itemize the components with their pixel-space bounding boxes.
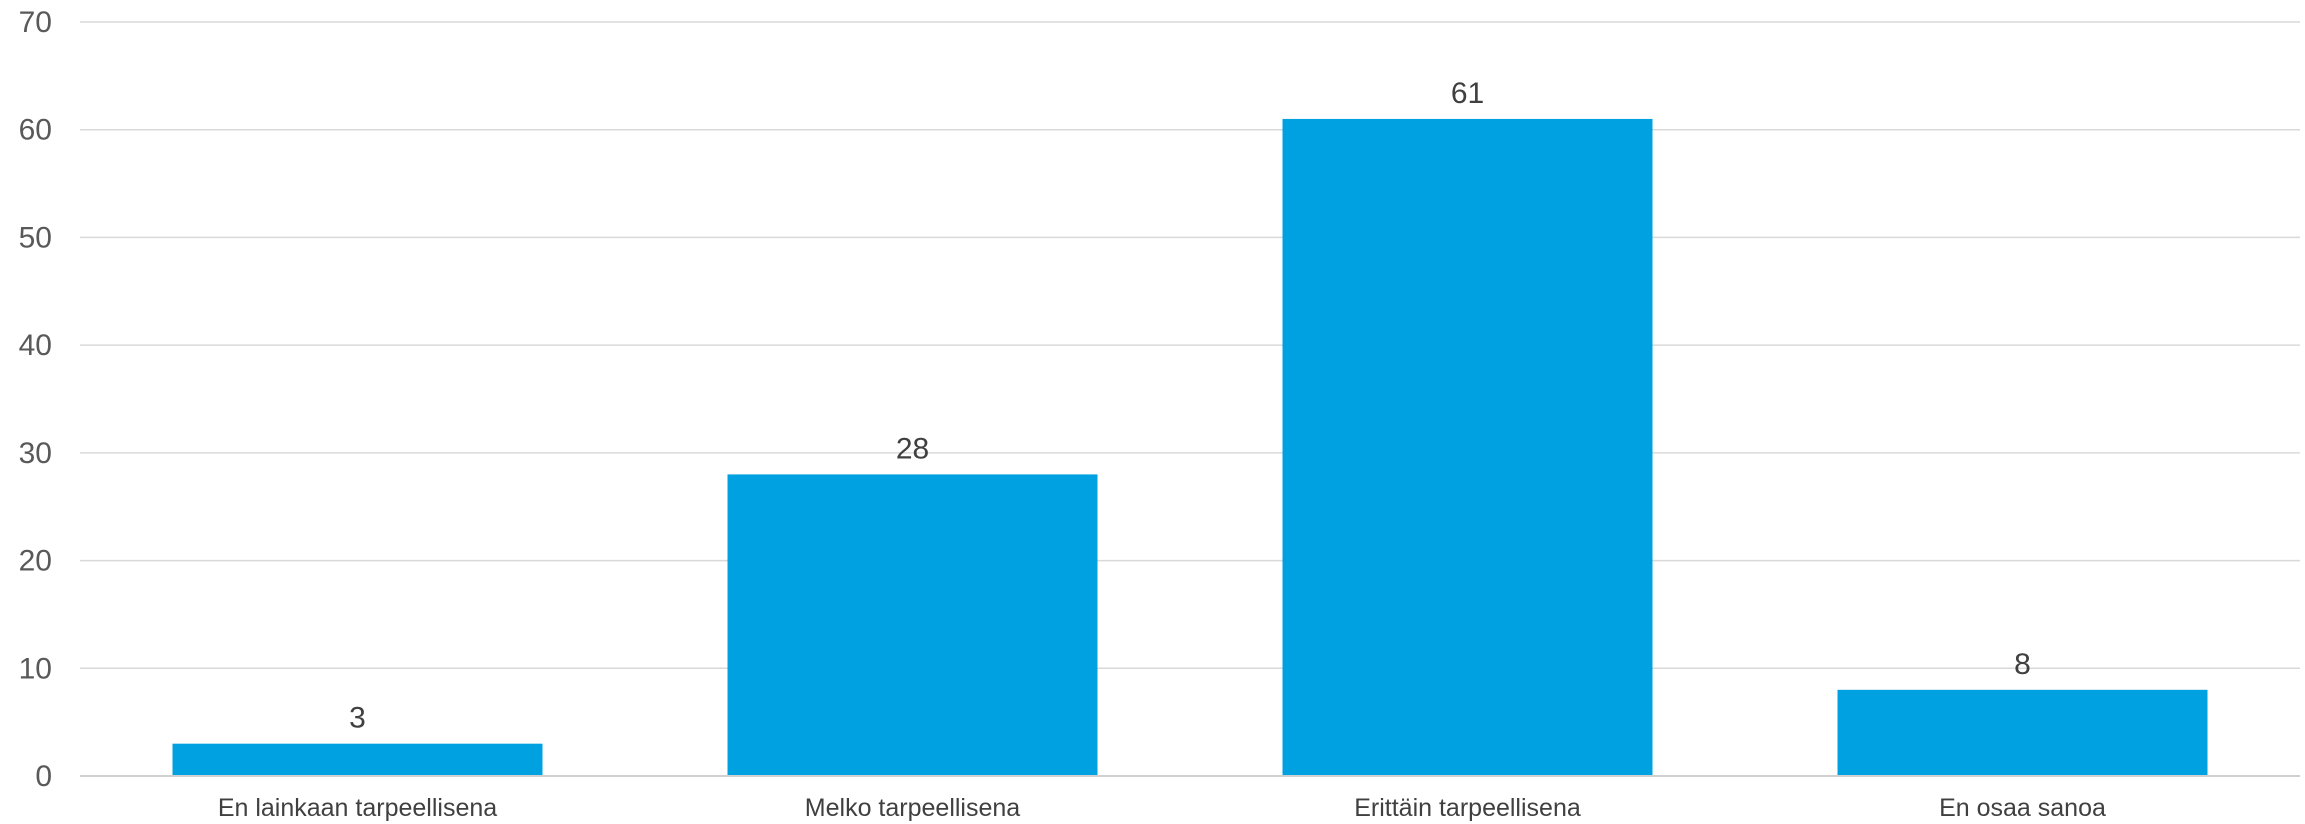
- data-label: 3: [349, 702, 366, 735]
- y-tick-label: 70: [19, 6, 52, 39]
- bars: [172, 118, 2208, 776]
- x-category-label: En lainkaan tarpeellisena: [218, 794, 497, 822]
- y-tick-label: 20: [19, 545, 52, 578]
- y-tick-label: 60: [19, 114, 52, 147]
- x-axis-categories: En lainkaan tarpeellisena Melko tarpeelli…: [218, 794, 2106, 822]
- y-tick-label: 50: [19, 221, 52, 254]
- bar: [1282, 118, 1653, 776]
- bar: [172, 743, 543, 776]
- y-tick-label: 10: [19, 652, 52, 685]
- y-tick-label: 0: [35, 760, 52, 793]
- data-label: 61: [1451, 77, 1484, 110]
- y-tick-label: 40: [19, 329, 52, 362]
- bar: [1837, 689, 2208, 776]
- data-labels: 3 28 61 8: [349, 77, 2031, 735]
- bar: [727, 474, 1098, 776]
- x-category-label: Melko tarpeellisena: [805, 794, 1020, 822]
- y-axis-ticks: 0 10 20 30 40 50 60 70: [19, 6, 52, 793]
- y-tick-label: 30: [19, 437, 52, 470]
- data-label: 8: [2014, 648, 2031, 681]
- x-category-label: Erittäin tarpeellisena: [1354, 794, 1581, 822]
- x-category-label: En osaa sanoa: [1939, 794, 2106, 822]
- data-label: 28: [896, 432, 929, 465]
- gridlines: [80, 21, 2300, 670]
